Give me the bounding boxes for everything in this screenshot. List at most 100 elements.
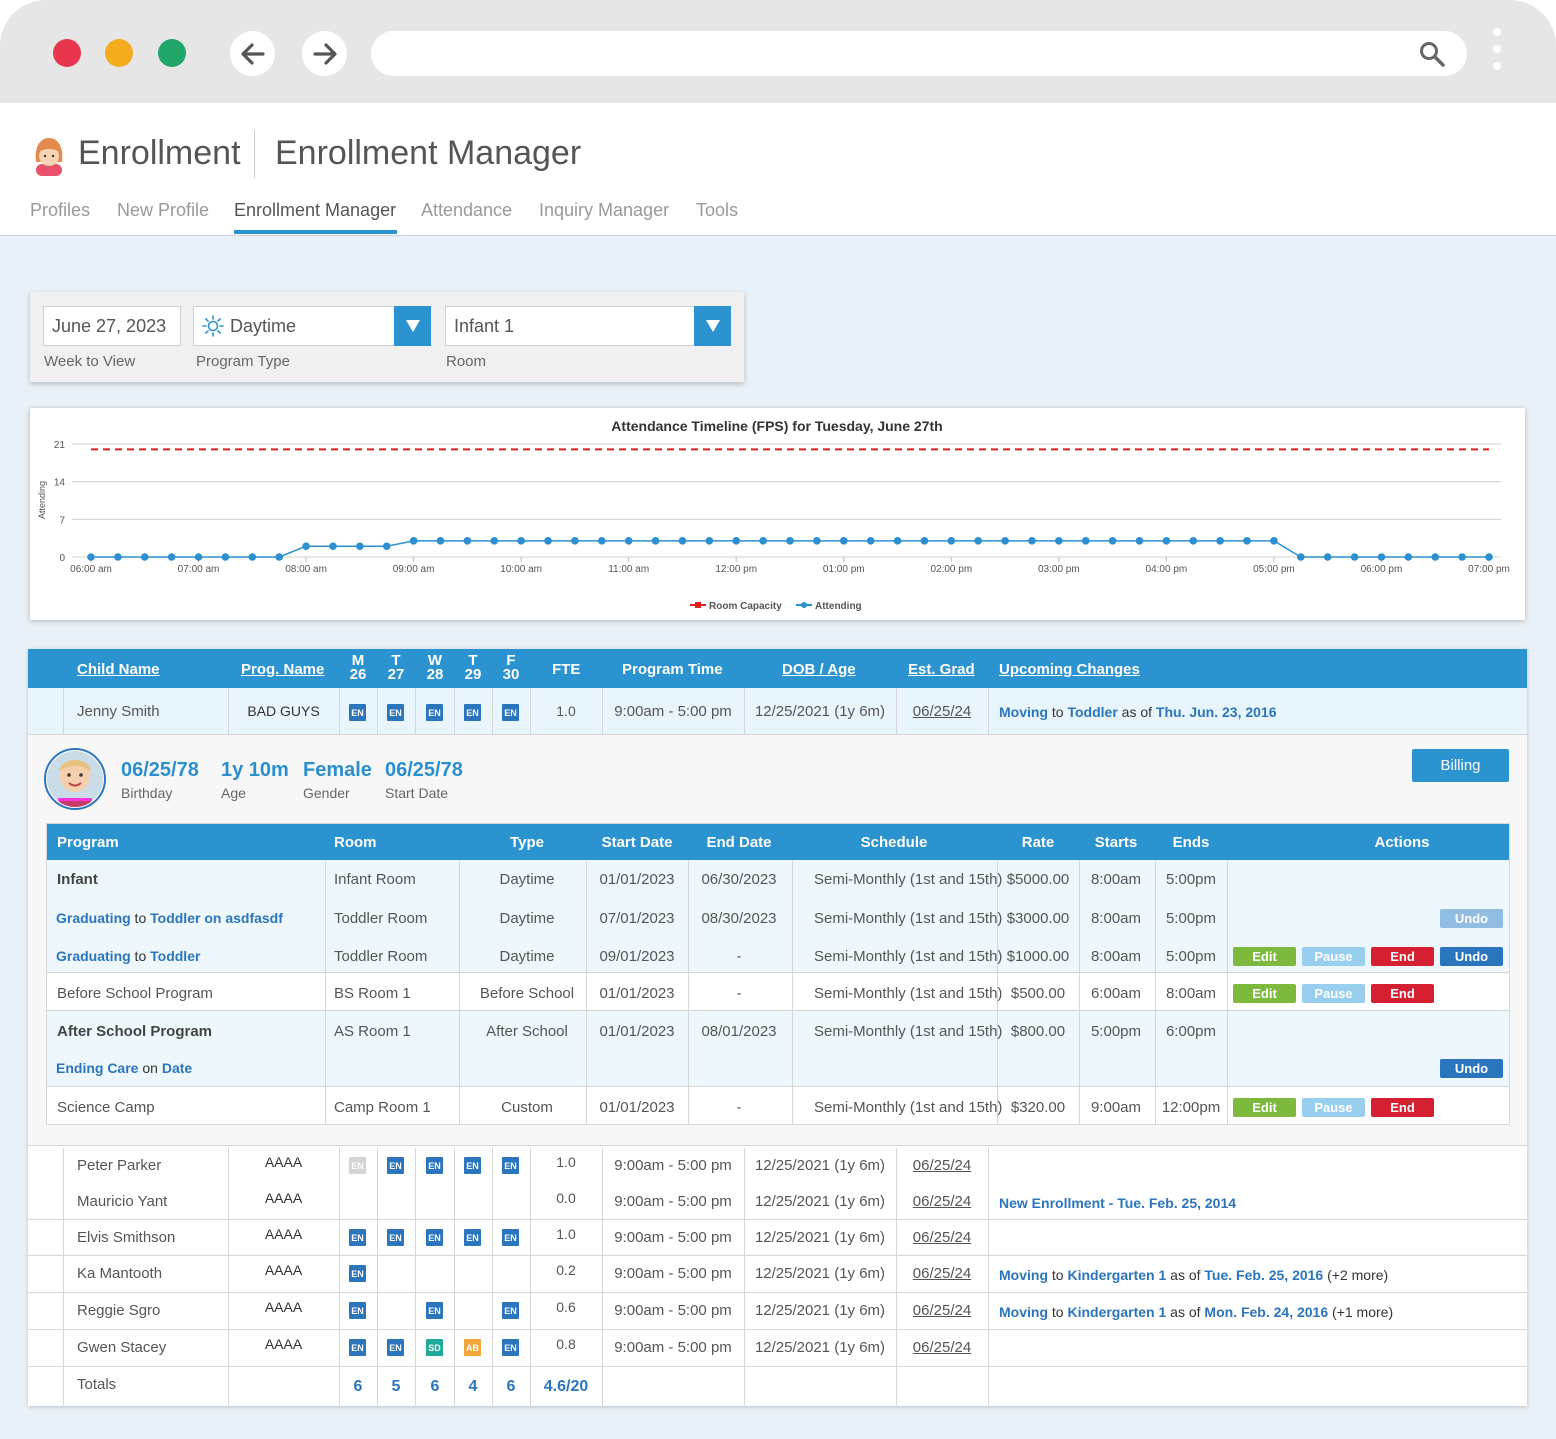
col-upcoming-changes[interactable]: Upcoming Changes bbox=[999, 661, 1140, 678]
undo-button[interactable]: Undo bbox=[1440, 1059, 1503, 1078]
program-change-link[interactable]: Graduating to Toddler on asdfasdf bbox=[56, 910, 283, 926]
x-tick-label: 04:00 pm bbox=[1146, 564, 1188, 575]
column-divider bbox=[530, 1293, 531, 1329]
end-button[interactable]: End bbox=[1371, 984, 1434, 1003]
chevron-down-icon[interactable] bbox=[694, 306, 731, 346]
tab-profiles[interactable]: Profiles bbox=[30, 200, 91, 220]
column-divider bbox=[228, 1148, 229, 1184]
undo-button[interactable]: Undo bbox=[1440, 909, 1503, 928]
pause-button[interactable]: Pause bbox=[1302, 984, 1365, 1003]
upcoming-change[interactable]: Moving to Kindergarten 1 as of Tue. Feb.… bbox=[999, 1267, 1388, 1283]
col-prog-name[interactable]: Prog. Name bbox=[241, 661, 325, 678]
tab-inquiry-manager[interactable]: Inquiry Manager bbox=[539, 200, 670, 220]
table-row[interactable]: Jenny Smith BAD GUYS EN EN EN EN EN 1.0 9:00am -… bbox=[28, 688, 1527, 735]
room-select[interactable]: Infant 1 bbox=[445, 306, 731, 346]
column-divider bbox=[896, 1184, 897, 1219]
est-grad[interactable]: 06/25/24 bbox=[912, 1339, 972, 1356]
address-bar[interactable] bbox=[371, 31, 1467, 76]
kebab-menu-icon[interactable] bbox=[1492, 28, 1502, 80]
col-est-grad[interactable]: Est. Grad bbox=[908, 661, 975, 678]
billing-button[interactable]: Billing bbox=[1412, 749, 1509, 782]
pause-button[interactable]: Pause bbox=[1302, 1098, 1365, 1117]
table-row[interactable]: Gwen Stacey AAAA EN EN SD AB EN 0.8 9:00am - 5:0… bbox=[28, 1330, 1527, 1367]
table-row[interactable]: Elvis Smithson AAAA EN EN EN EN EN 1.0 9:00am - … bbox=[28, 1220, 1527, 1256]
est-grad[interactable]: 06/25/24 bbox=[912, 1302, 972, 1319]
program-schedule: Semi-Monthly (1st and 15th) bbox=[814, 1099, 1003, 1116]
attending-point bbox=[839, 537, 848, 545]
column-divider bbox=[339, 688, 340, 734]
enrollment-table: Child Name Prog. Name M 26 T 27 W 28 T 29 F … bbox=[28, 649, 1527, 1406]
fte-value: 1.0 bbox=[556, 703, 576, 719]
est-grad[interactable]: 06/25/24 bbox=[912, 1193, 972, 1210]
program-rate: $3000.00 bbox=[1006, 910, 1070, 927]
chevron-down-icon[interactable] bbox=[394, 306, 431, 346]
upcoming-change[interactable]: New Enrollment - Tue. Feb. 25, 2014 bbox=[999, 1195, 1236, 1211]
end-button[interactable]: End bbox=[1371, 947, 1434, 966]
child-name[interactable]: Gwen Stacey bbox=[77, 1339, 167, 1356]
col-dob-age[interactable]: DOB / Age bbox=[782, 661, 856, 678]
maximize-window-icon[interactable] bbox=[158, 39, 186, 67]
status-badge-en: EN bbox=[349, 704, 366, 721]
x-tick-label: 08:00 am bbox=[285, 564, 327, 575]
program-end: - bbox=[736, 1099, 742, 1116]
est-grad[interactable]: 06/25/24 bbox=[912, 1229, 972, 1246]
column-divider bbox=[896, 1220, 897, 1255]
child-name[interactable]: Ka Mantooth bbox=[77, 1265, 163, 1282]
program-change-link[interactable]: Graduating to Toddler bbox=[56, 948, 200, 964]
column-divider bbox=[744, 1330, 745, 1366]
tab-tools[interactable]: Tools bbox=[696, 200, 739, 220]
edit-button[interactable]: Edit bbox=[1233, 947, 1296, 966]
program-time: 9:00am - 5:00 pm bbox=[614, 1229, 732, 1246]
table-row[interactable]: Mauricio Yant AAAA 0.0 9:00am - 5:00 pm 12/2… bbox=[28, 1184, 1527, 1220]
attending-point bbox=[114, 553, 122, 561]
table-row[interactable]: Peter Parker AAAA EN EN EN EN EN 1.0 9:00am - 5:… bbox=[28, 1148, 1527, 1185]
total-day-3: 4 bbox=[468, 1378, 478, 1395]
column-divider bbox=[988, 1184, 989, 1219]
est-grad[interactable]: 06/25/24 bbox=[912, 703, 972, 720]
attending-point bbox=[920, 537, 929, 545]
column-divider bbox=[896, 1293, 897, 1329]
forward-button[interactable] bbox=[302, 31, 347, 76]
program-change-link[interactable]: Ending Care on Date bbox=[56, 1060, 192, 1076]
child-name[interactable]: Mauricio Yant bbox=[77, 1193, 168, 1210]
child-name[interactable]: Elvis Smithson bbox=[77, 1229, 176, 1246]
status-badge-en: EN bbox=[349, 1302, 366, 1319]
table-row[interactable]: Reggie Sgro AAAA EN EN EN 0.6 9:00am - 5:00 pm… bbox=[28, 1293, 1527, 1330]
attending-point bbox=[1243, 537, 1251, 545]
col-child-name[interactable]: Child Name bbox=[77, 661, 160, 678]
gender-value: Female bbox=[303, 759, 372, 781]
est-grad[interactable]: 06/25/24 bbox=[912, 1157, 972, 1174]
program-row-group bbox=[47, 1011, 1509, 1087]
edit-button[interactable]: Edit bbox=[1233, 984, 1296, 1003]
back-button[interactable] bbox=[230, 31, 275, 76]
child-photo-avatar bbox=[44, 748, 106, 810]
column-divider bbox=[454, 1220, 455, 1255]
pause-button[interactable]: Pause bbox=[1302, 947, 1365, 966]
tab-new-profile[interactable]: New Profile bbox=[117, 200, 210, 220]
close-window-icon[interactable] bbox=[53, 39, 81, 67]
tab-attendance[interactable]: Attendance bbox=[421, 200, 513, 220]
undo-button[interactable]: Undo bbox=[1440, 947, 1503, 966]
upcoming-change[interactable]: Moving to Toddler as of Thu. Jun. 23, 20… bbox=[999, 704, 1277, 720]
child-name[interactable]: Jenny Smith bbox=[77, 703, 160, 720]
column-divider bbox=[377, 1330, 378, 1366]
upcoming-change[interactable]: Moving to Kindergarten 1 as of Mon. Feb.… bbox=[999, 1304, 1393, 1320]
child-name[interactable]: Reggie Sgro bbox=[77, 1302, 161, 1319]
end-button[interactable]: End bbox=[1371, 1098, 1434, 1117]
start-date-label: Start Date bbox=[385, 785, 449, 801]
program-type-select[interactable]: Daytime bbox=[193, 306, 431, 346]
child-name[interactable]: Peter Parker bbox=[77, 1157, 162, 1174]
status-badge-en: EN bbox=[426, 1229, 443, 1246]
tab-enrollment-manager[interactable]: Enrollment Manager bbox=[234, 200, 397, 220]
edit-button[interactable]: Edit bbox=[1233, 1098, 1296, 1117]
table-row[interactable]: Ka Mantooth AAAA EN 0.2 9:00am - 5:00 pm 12/2… bbox=[28, 1256, 1527, 1293]
minimize-window-icon[interactable] bbox=[105, 39, 133, 67]
attending-point bbox=[1485, 553, 1493, 561]
week-input[interactable]: June 27, 2023 bbox=[43, 306, 181, 346]
column-divider bbox=[454, 1330, 455, 1366]
attending-point bbox=[463, 537, 472, 545]
est-grad[interactable]: 06/25/24 bbox=[912, 1265, 972, 1282]
program-room: Toddler Room bbox=[334, 910, 428, 927]
change-part: Graduating bbox=[56, 910, 131, 926]
search-icon[interactable] bbox=[1419, 41, 1445, 67]
